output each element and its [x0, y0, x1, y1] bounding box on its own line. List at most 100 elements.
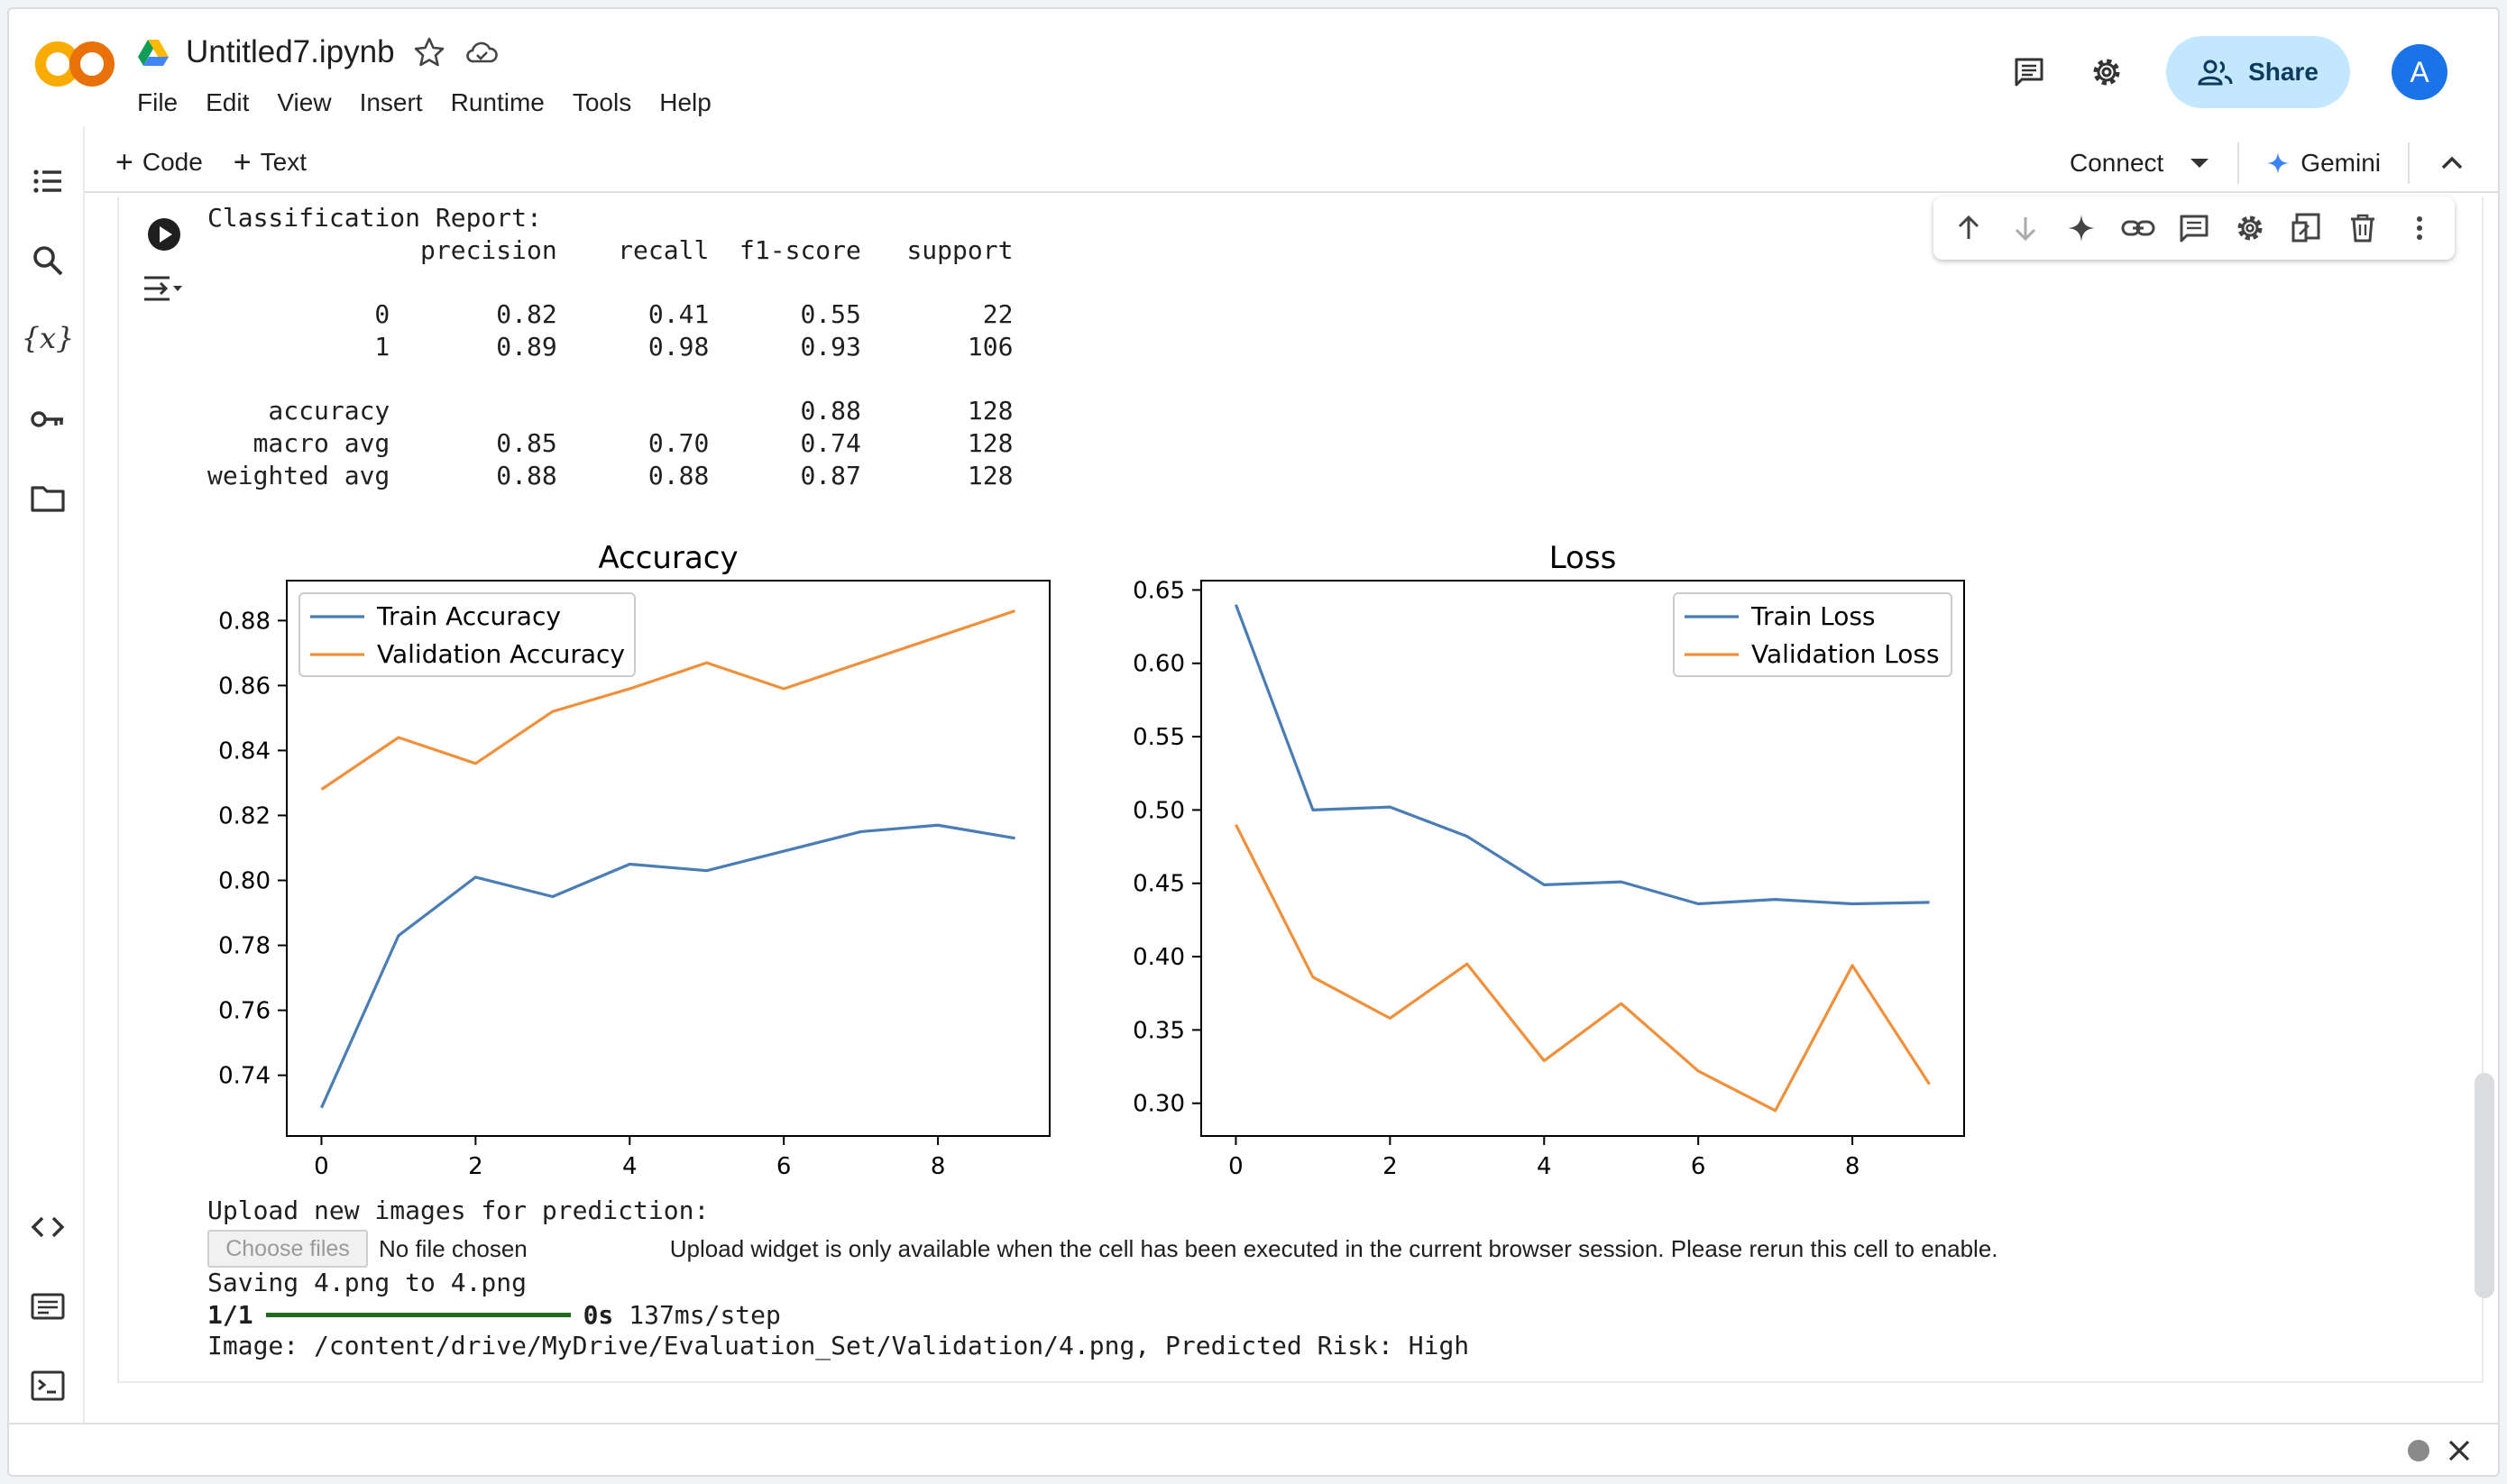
mirror-cell-tab-icon[interactable]: [2289, 210, 2325, 246]
plot-frame: [286, 580, 1051, 1137]
cloud-saved-icon[interactable]: [464, 34, 500, 70]
colab-window: Untitled7.ipynb File Edit View Insert Ru…: [7, 7, 2500, 1477]
app-header: Untitled7.ipynb File Edit View Insert Ru…: [9, 9, 2498, 126]
y-tick-label: 0.40: [1133, 944, 1185, 971]
output-actions-icon[interactable]: [142, 270, 184, 307]
share-button[interactable]: Share: [2166, 36, 2350, 108]
y-tick-label: 0.86: [218, 673, 271, 700]
gemini-sparkle-icon[interactable]: [2063, 210, 2099, 246]
chart-title: Loss: [1549, 540, 1617, 576]
x-tick-label: 2: [468, 1153, 483, 1177]
connect-button[interactable]: Connect: [2070, 149, 2164, 177]
toolbar-right: Connect Gemini: [2070, 133, 2498, 193]
code-cell: Classification Report: precision recall …: [117, 197, 2484, 1383]
menu-file[interactable]: File: [137, 88, 179, 116]
x-tick-label: 0: [1228, 1153, 1244, 1177]
star-icon[interactable]: [411, 34, 447, 70]
y-tick-label: 0.45: [1133, 871, 1185, 898]
left-sidebar: {x}: [9, 126, 85, 1423]
add-code-label: Code: [142, 148, 203, 176]
command-palette-icon[interactable]: [29, 1287, 67, 1325]
series-line: [1235, 823, 1931, 1113]
menu-insert[interactable]: Insert: [359, 88, 423, 116]
y-tick-label: 0.50: [1133, 797, 1185, 824]
connect-dropdown-icon[interactable]: [2189, 156, 2210, 170]
gemini-button[interactable]: Gemini: [2266, 149, 2381, 178]
run-cell-button[interactable]: [146, 216, 182, 252]
table-of-contents-icon[interactable]: [29, 162, 67, 200]
share-label: Share: [2248, 58, 2319, 86]
comment-icon[interactable]: [2176, 210, 2212, 246]
files-folder-icon[interactable]: [29, 480, 67, 518]
legend-label: Validation Loss: [1751, 639, 1940, 669]
x-tick-label: 2: [1382, 1153, 1398, 1177]
series-line: [1234, 604, 1930, 906]
code-snippets-icon[interactable]: [29, 1208, 67, 1246]
link-icon[interactable]: [2120, 210, 2156, 246]
y-tick-label: 0.78: [218, 933, 271, 960]
y-tick-label: 0.82: [218, 802, 271, 829]
delete-trash-icon[interactable]: [2345, 210, 2381, 246]
avatar[interactable]: A: [2392, 44, 2447, 100]
notebook-scrollbar[interactable]: [2475, 1073, 2494, 1298]
move-cell-down-icon[interactable]: [2007, 210, 2043, 246]
x-tick-label: 4: [622, 1153, 638, 1177]
series-line: [320, 609, 1016, 791]
progress-step: 137ms/step: [629, 1300, 781, 1330]
runtime-status-dot[interactable]: [2408, 1440, 2429, 1461]
plus-icon: +: [233, 144, 252, 179]
add-text-button[interactable]: + Text: [234, 145, 307, 180]
close-icon[interactable]: [2444, 1435, 2475, 1466]
menu-help[interactable]: Help: [659, 88, 712, 116]
menu-tools[interactable]: Tools: [572, 88, 632, 116]
menu-view[interactable]: View: [277, 88, 332, 116]
gemini-sparkle-icon: [2267, 152, 2290, 174]
add-code-button[interactable]: + Code: [115, 145, 203, 180]
x-tick-label: 6: [1691, 1153, 1706, 1177]
no-file-chosen-text: No file chosen: [379, 1234, 528, 1262]
x-tick-label: 4: [1537, 1153, 1552, 1177]
legend-label: Validation Accuracy: [377, 639, 625, 669]
cell-settings-gear-icon[interactable]: [2232, 210, 2268, 246]
notebook-title[interactable]: Untitled7.ipynb: [186, 34, 395, 69]
variables-icon[interactable]: {x}: [21, 321, 75, 355]
terminal-icon[interactable]: [29, 1367, 67, 1405]
y-tick-label: 0.80: [218, 867, 271, 894]
y-tick-label: 0.74: [218, 1063, 271, 1090]
menu-bar: File Edit View Insert Runtime Tools Help: [137, 88, 712, 117]
progress-bar: [265, 1313, 571, 1317]
settings-gear-icon[interactable]: [2089, 54, 2125, 90]
google-drive-icon: [138, 40, 169, 66]
toolbar-divider: [2408, 142, 2410, 184]
secrets-key-icon[interactable]: [29, 400, 67, 438]
saving-message: Saving 4.png to 4.png: [207, 1268, 528, 1297]
x-tick-label: 8: [931, 1153, 946, 1177]
upload-widget: Choose files No file chosen Upload widge…: [207, 1230, 1998, 1268]
progress-count: 1/1: [207, 1300, 253, 1330]
move-cell-up-icon[interactable]: [1951, 210, 1987, 246]
legend-box: [1673, 592, 1952, 677]
legend-label: Train Accuracy: [376, 601, 561, 631]
colab-logo-icon[interactable]: [32, 36, 119, 92]
upload-widget-note: Upload widget is only available when the…: [669, 1234, 1998, 1262]
gemini-label: Gemini: [2300, 149, 2381, 177]
more-options-icon[interactable]: [2401, 210, 2438, 246]
comments-icon[interactable]: [2011, 54, 2047, 90]
prediction-result: Image: /content/drive/MyDrive/Evaluation…: [207, 1331, 1470, 1360]
menu-edit[interactable]: Edit: [206, 88, 250, 116]
collapse-chevron-up-icon[interactable]: [2437, 148, 2467, 179]
y-tick-label: 0.88: [218, 608, 271, 635]
people-icon: [2198, 60, 2233, 86]
y-tick-label: 0.55: [1133, 724, 1185, 751]
menu-runtime[interactable]: Runtime: [450, 88, 545, 116]
header-actions: Share A: [2011, 36, 2447, 108]
search-icon[interactable]: [29, 242, 67, 279]
choose-files-button[interactable]: Choose files: [207, 1230, 368, 1268]
status-bar: [9, 1423, 2498, 1475]
x-tick-label: 0: [314, 1153, 329, 1177]
upload-prompt: Upload new images for prediction:: [207, 1195, 710, 1225]
prediction-progress: 1/1 0s 137ms/step: [207, 1300, 781, 1330]
series-line: [319, 823, 1015, 1109]
toolbar-divider: [2237, 142, 2240, 184]
y-tick-label: 0.35: [1133, 1017, 1185, 1044]
